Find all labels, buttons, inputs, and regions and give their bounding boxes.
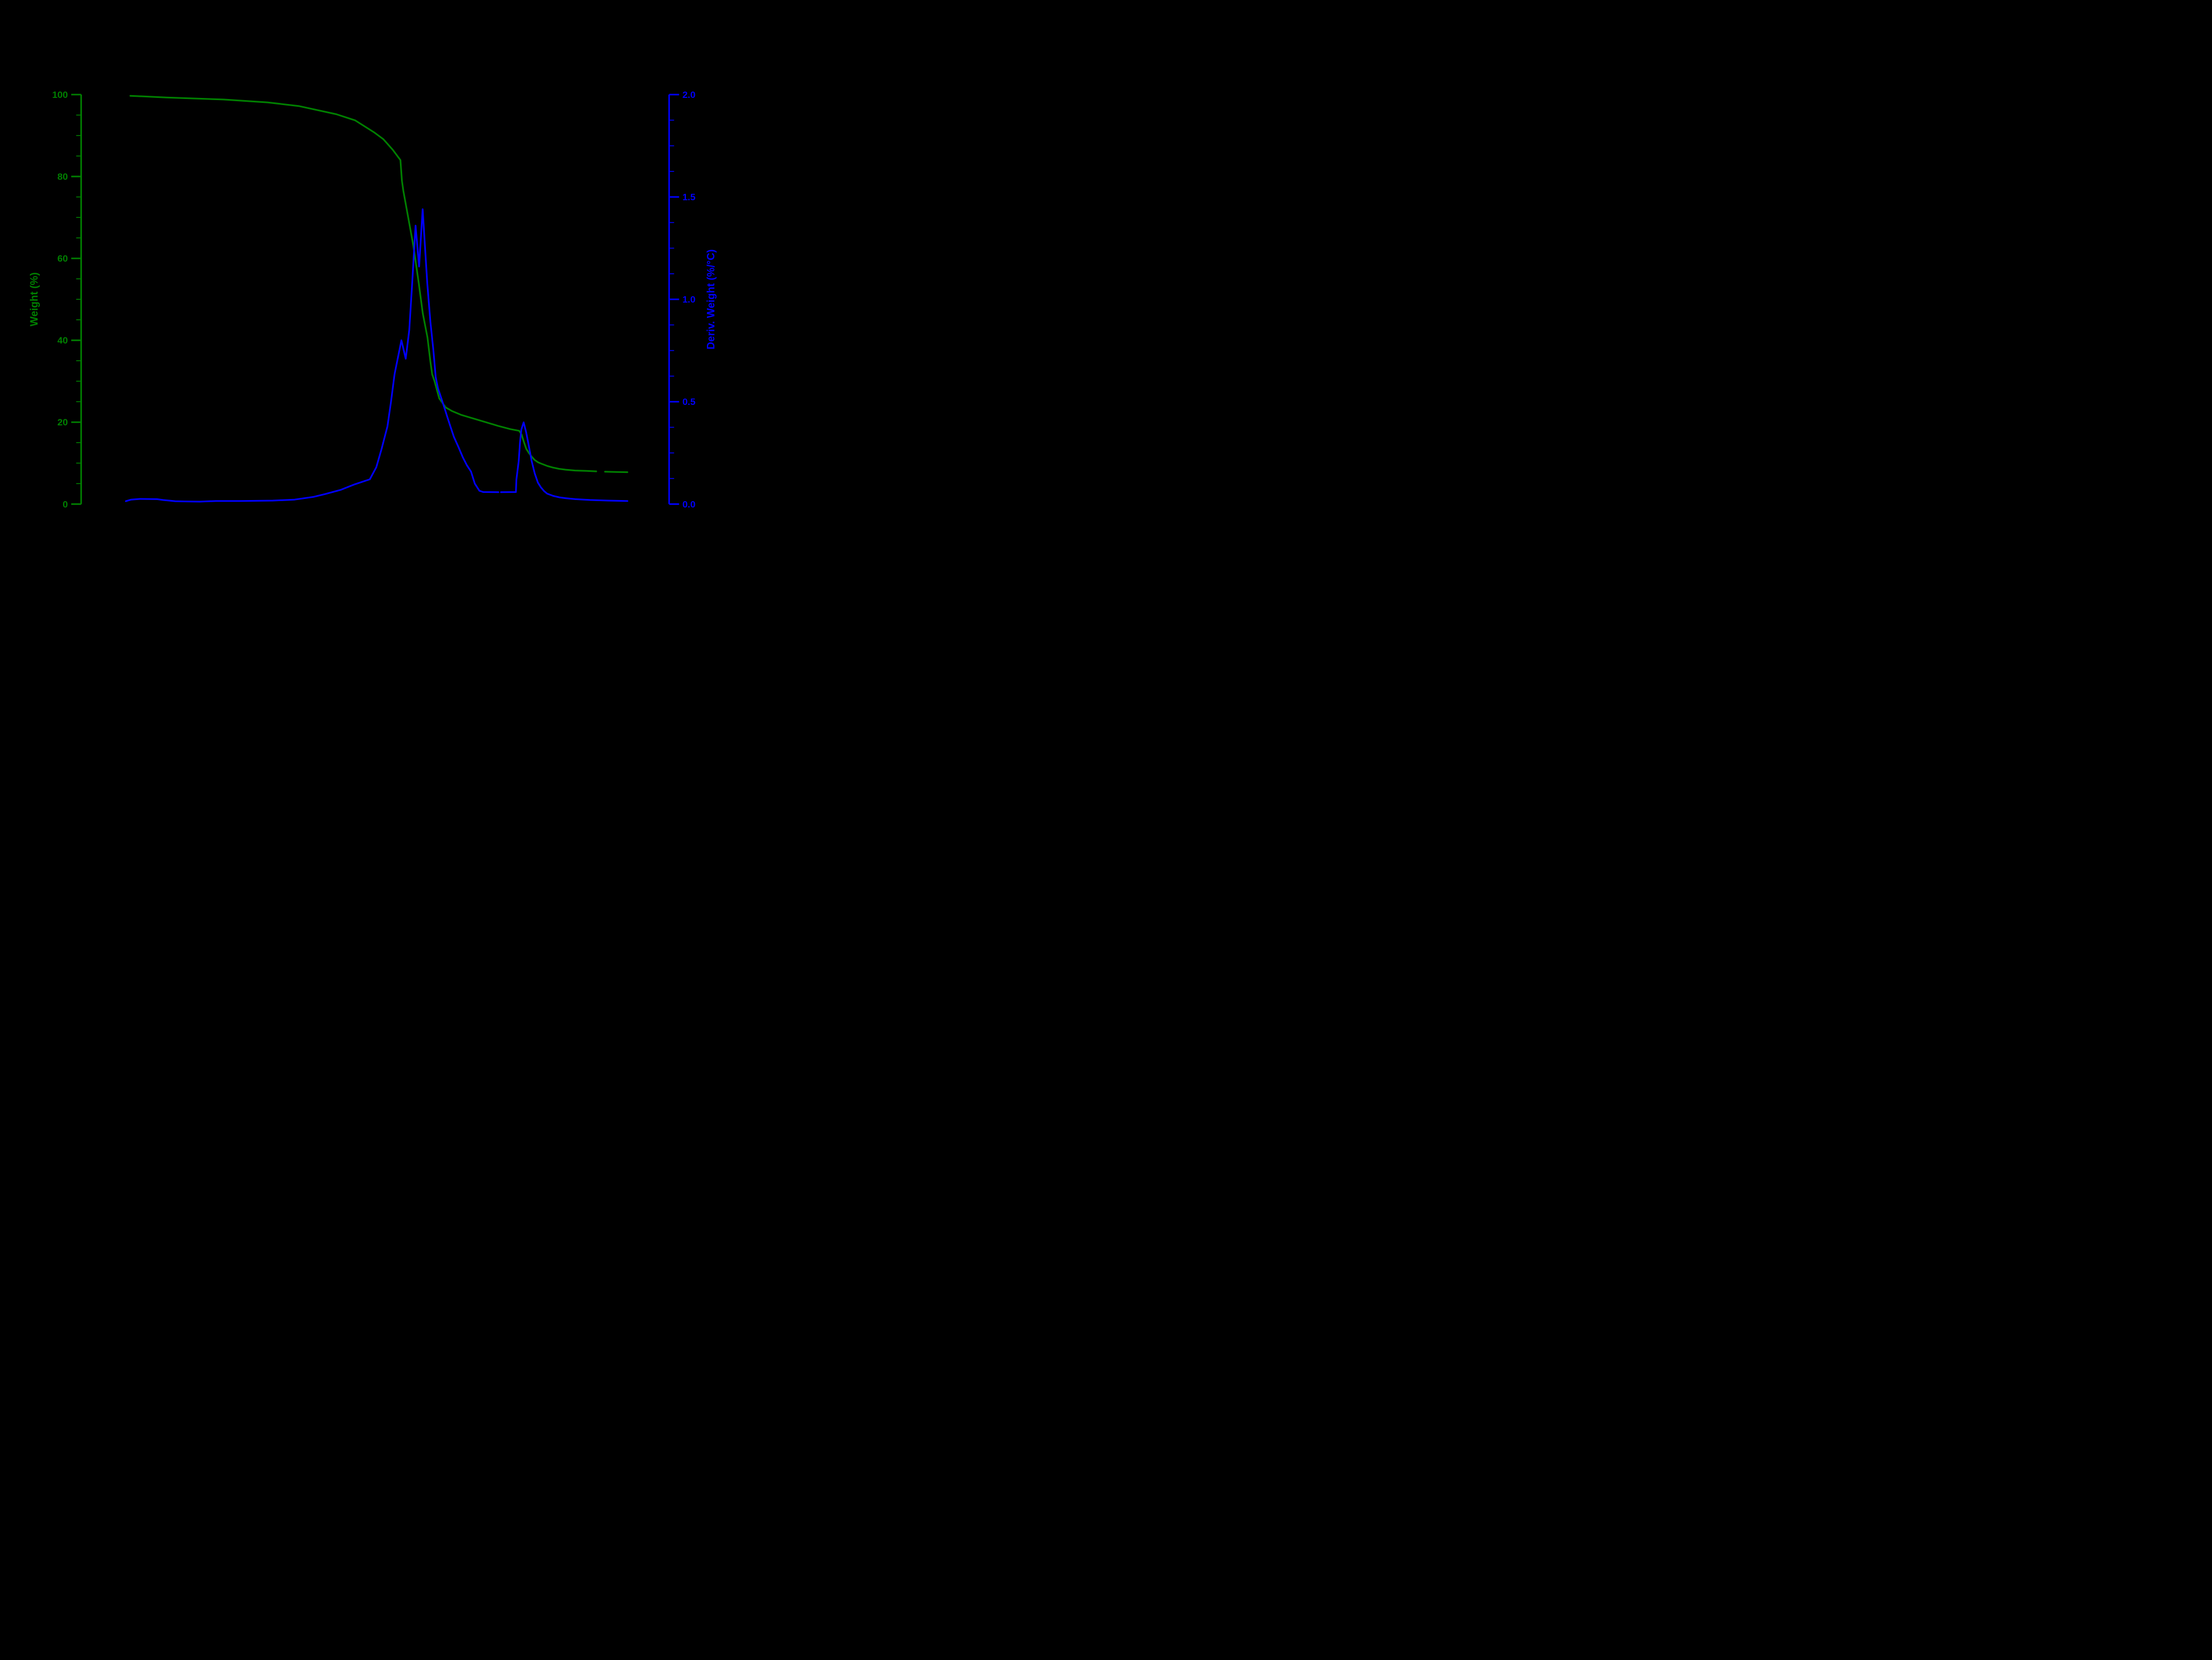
left-axis-tick-label: 20 — [58, 417, 68, 428]
right-axis-tick-label: 2.0 — [683, 90, 696, 100]
right-axis-tick-label: 1.5 — [683, 192, 696, 202]
left-axis-tick-label: 60 — [58, 253, 68, 264]
left-axis: 0 20 40 60 80 100 Weight (%) — [29, 90, 82, 509]
weight-curve-segment — [129, 95, 597, 472]
left-axis-tick-label: 80 — [58, 171, 68, 182]
right-axis-title: Deriv. Weight (%/°C) — [706, 249, 717, 350]
chart-canvas: 0 20 40 60 80 100 Weight (%) 0.0 0.5 1.0 1.5 2.0 Der… — [0, 0, 737, 553]
right-axis-tick-label: 0.0 — [683, 499, 696, 509]
chart-background — [0, 0, 737, 553]
tga-figure: 0 20 40 60 80 100 Weight (%) 0.0 0.5 1.0 1.5 2.0 Der… — [0, 0, 737, 553]
right-axis-tick-label: 0.5 — [683, 397, 696, 407]
deriv-weight-curve-segment — [125, 208, 499, 503]
left-axis-tick-label: 40 — [58, 335, 68, 346]
right-axis-tick-label: 1.0 — [683, 294, 696, 305]
right-axis: 0.0 0.5 1.0 1.5 2.0 Deriv. Weight (%/°C) — [668, 90, 717, 509]
left-axis-title: Weight (%) — [29, 272, 40, 326]
deriv-weight-curve — [125, 208, 628, 503]
left-axis-tick-label: 0 — [63, 499, 67, 509]
deriv-weight-curve-segment — [500, 421, 628, 502]
left-axis-tick-label: 100 — [52, 90, 67, 100]
weight-curve — [129, 95, 628, 473]
